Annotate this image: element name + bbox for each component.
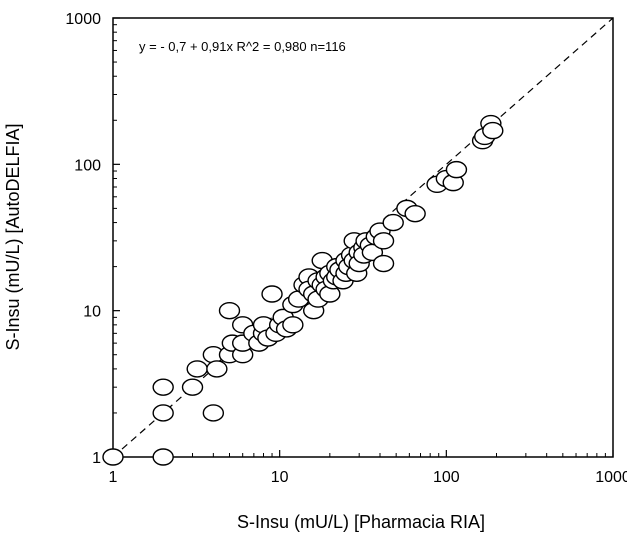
data-point (404, 204, 426, 223)
plot-frame (112, 17, 614, 458)
data-points-group (102, 114, 504, 466)
x-tick-label: 10 (271, 469, 289, 486)
data-point (206, 360, 228, 378)
regression-annotation: y = - 0,7 + 0,91x R^2 = 0,980 n=116 (139, 39, 346, 54)
y-tick-label: 10 (83, 304, 101, 321)
y-tick-label: 1000 (65, 11, 101, 28)
data-point (372, 232, 395, 250)
data-point (261, 285, 283, 303)
data-point (372, 254, 395, 273)
y-tick-label: 100 (74, 157, 101, 174)
x-tick-label: 1 (109, 469, 118, 486)
x-tick-label: 1000 (595, 469, 627, 486)
data-point (482, 121, 504, 140)
data-point (152, 404, 174, 422)
x-axis-label: S-Insu (mU/L) [Pharmacia RIA] (237, 512, 485, 532)
data-point (282, 316, 304, 334)
data-point (152, 378, 174, 396)
data-point (445, 160, 468, 179)
y-axis-label: S-Insu (mU/L) [AutoDELFIA] (3, 123, 23, 350)
data-point (102, 448, 124, 466)
tick-labels-group: 1 10 100 1000 1 10 100 1000 (65, 11, 627, 486)
data-point (186, 360, 208, 378)
y-tick-label: 1 (92, 450, 101, 467)
data-point (152, 448, 174, 466)
x-tick-label: 100 (433, 469, 460, 486)
data-point (202, 404, 225, 422)
plot-frame-group (112, 17, 614, 458)
data-point (181, 378, 204, 396)
data-point (218, 301, 241, 320)
data-point (382, 213, 404, 232)
